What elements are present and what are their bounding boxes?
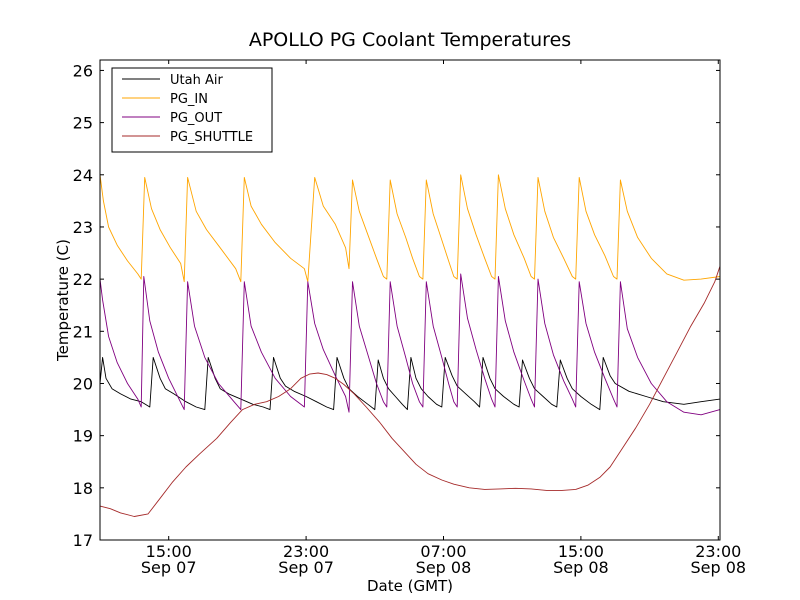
legend-label-pg-out: PG_OUT xyxy=(170,111,222,126)
x-tick-date-label: Sep 07 xyxy=(141,558,197,577)
series-line-pg-in xyxy=(99,174,721,283)
x-tick-time-label: 23:00 xyxy=(695,542,741,561)
x-tick-date-label: Sep 08 xyxy=(690,558,746,577)
y-tick-label: 18 xyxy=(73,479,93,498)
y-tick-label: 17 xyxy=(73,531,93,550)
y-tick-label: 20 xyxy=(73,374,93,393)
y-tick-label: 22 xyxy=(73,270,93,289)
y-tick-label: 19 xyxy=(73,427,93,446)
x-tick-time-label: 07:00 xyxy=(420,542,466,561)
legend-label-pg-shuttle: PG_SHUTTLE xyxy=(170,130,253,145)
series-line-pg-out xyxy=(99,273,721,416)
legend-label-pg-in: PG_IN xyxy=(170,92,208,107)
y-tick-label: 24 xyxy=(73,166,93,185)
plot-frame xyxy=(99,59,721,541)
series-line-utah-air xyxy=(99,356,721,411)
legend-box xyxy=(111,67,273,153)
series-line-pg-shuttle xyxy=(99,265,721,517)
y-tick-label: 25 xyxy=(73,114,93,133)
x-tick-time-label: 23:00 xyxy=(283,542,329,561)
x-tick-date-label: Sep 08 xyxy=(416,558,472,577)
x-tick-date-label: Sep 07 xyxy=(278,558,334,577)
x-tick-date-label: Sep 08 xyxy=(553,558,609,577)
y-tick-label: 23 xyxy=(73,218,93,237)
y-tick-label: 21 xyxy=(73,322,93,341)
chart-title: APOLLO PG Coolant Temperatures xyxy=(249,29,571,51)
legend-label-utah-air: Utah Air xyxy=(170,73,223,88)
legend: Utah Air PG_IN PG_OUT PG_SHUTTLE xyxy=(111,67,273,153)
y-axis-ticks: 17 18 19 20 21 22 23 24 25 26 xyxy=(73,61,720,550)
y-tick-label: 26 xyxy=(73,61,93,80)
x-tick-time-label: 15:00 xyxy=(146,542,192,561)
x-tick-time-label: 15:00 xyxy=(558,542,604,561)
series-layer xyxy=(99,174,721,517)
y-axis-label: Temperature (C) xyxy=(54,239,72,362)
x-axis-label: Date (GMT) xyxy=(367,577,453,595)
